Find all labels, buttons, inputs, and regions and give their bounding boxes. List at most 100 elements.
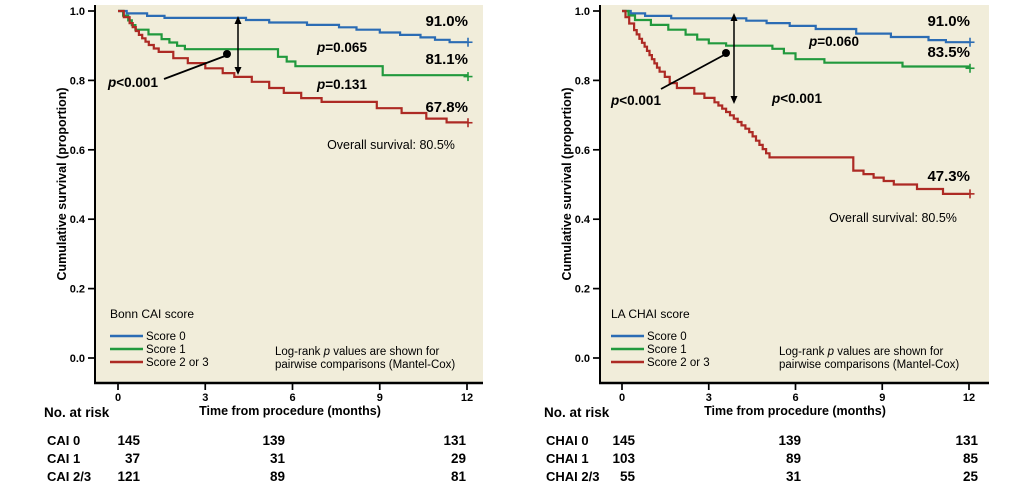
risk-label-chai23: CHAI 2/3 — [546, 469, 599, 484]
risk-value: 25 — [963, 469, 979, 484]
y-axis-label-left: Cumulative survival (proportion) — [55, 87, 69, 280]
risk-header-left: No. at risk — [44, 405, 110, 420]
final-percent-score1-right: 83.5% — [927, 44, 970, 61]
risk-value: 29 — [451, 451, 466, 466]
risk-label-chai1: CHAI 1 — [546, 451, 589, 466]
arrowhead-down — [234, 67, 242, 75]
risk-value: 131 — [443, 433, 466, 448]
y-tick-label: 1.0 — [575, 6, 590, 18]
legend-title-right: LA CHAI score — [611, 307, 690, 321]
x-tick-label: 9 — [879, 392, 885, 404]
x-tick-label: 12 — [461, 392, 473, 404]
plot-area-right — [600, 5, 989, 383]
risk-value: 31 — [786, 469, 802, 484]
risk-label-cai23: CAI 2/3 — [47, 469, 91, 484]
legend-label-score23-right: Score 2 or 3 — [647, 357, 710, 369]
overall-survival-right: Overall survival: 80.5% — [829, 211, 957, 225]
x-tick-label: 0 — [115, 392, 121, 404]
text-run: =0.060 — [817, 34, 859, 49]
arrowhead-up — [730, 13, 738, 21]
text-run: values are shown for — [834, 346, 943, 358]
risk-value: 139 — [262, 433, 285, 448]
p-value-bottom: p=0.131 — [316, 77, 367, 92]
text-run: p — [610, 93, 619, 108]
p-value-left: p<0.001 — [107, 75, 158, 90]
p-value-top: p=0.060 — [808, 34, 859, 49]
dynamic-layer-right: 1.00.80.60.40.20.00 3 6 9 12p=0.060p<0.001p<… — [575, 6, 975, 404]
text-run: p — [808, 34, 817, 49]
annotation-dot — [223, 50, 231, 58]
km-curve — [622, 9, 971, 69]
final-percent-score23-left: 67.8% — [425, 99, 468, 116]
risk-value: 103 — [612, 451, 635, 466]
legend-label-score1-left: Score 1 — [146, 344, 186, 356]
x-tick-label: 0 — [619, 392, 625, 404]
arrowhead-down — [730, 96, 738, 104]
x-axis-label-left: Time from procedure (months) — [199, 404, 381, 418]
risk-value: 121 — [117, 469, 140, 484]
legend-label-score1-right: Score 1 — [647, 344, 687, 356]
risk-value: 131 — [955, 433, 978, 448]
text-run: <0.001 — [619, 93, 661, 108]
final-percent-score23-right: 47.3% — [927, 168, 970, 185]
risk-label-cai1: CAI 1 — [47, 451, 80, 466]
text-run: =0.065 — [325, 40, 367, 55]
x-axis-label-right: Time from procedure (months) — [704, 404, 886, 418]
text-run: Log-rank — [779, 346, 828, 358]
km-curve — [118, 9, 467, 44]
risk-value: 81 — [451, 469, 467, 484]
x-tick-label: 3 — [202, 392, 208, 404]
p-value-top: p=0.065 — [316, 40, 367, 55]
panel-la-chai: 1.00.80.60.40.20.00 3 6 9 12p=0.060p<0.001p<… — [544, 5, 989, 484]
risk-value: 139 — [778, 433, 801, 448]
legend-title-left: Bonn CAI score — [110, 307, 194, 321]
legend-label-score23-left: Score 2 or 3 — [146, 357, 209, 369]
km-curve — [622, 9, 969, 44]
text-run: values are shown for — [330, 346, 439, 358]
text-run: =0.131 — [325, 77, 367, 92]
y-tick-label: 0.4 — [575, 214, 591, 226]
text-run: p — [771, 91, 780, 106]
text-run: pairwise comparisons (Mantel-Cox) — [275, 359, 455, 371]
legend-label-score0-left: Score 0 — [146, 331, 186, 343]
y-tick-label: 0.2 — [70, 284, 85, 296]
risk-value: 89 — [270, 469, 285, 484]
risk-value: 85 — [963, 451, 979, 466]
log-rank-note-line1: Log-rank p values are shown for — [779, 346, 943, 358]
final-percent-score0-left: 91.0% — [425, 13, 468, 30]
y-tick-label: 0.2 — [575, 284, 590, 296]
text-run: p — [323, 346, 331, 358]
y-tick-label: 0.0 — [70, 353, 85, 365]
x-tick-label: 6 — [792, 392, 798, 404]
y-tick-label: 0.0 — [575, 353, 590, 365]
x-tick-label: 9 — [377, 392, 383, 404]
annotation-pointer-line — [660, 54, 725, 90]
arrowhead-up — [234, 16, 242, 24]
text-run: p — [827, 346, 835, 358]
text-run: p — [107, 75, 116, 90]
x-tick-label: 3 — [706, 392, 712, 404]
text-run: <0.001 — [116, 75, 158, 90]
text-run: <0.001 — [780, 91, 822, 106]
risk-value: 145 — [612, 433, 635, 448]
text-run: Log-rank — [275, 346, 324, 358]
annotation-dot — [722, 49, 730, 57]
y-tick-label: 0.8 — [575, 75, 590, 87]
p-value-bottom: p<0.001 — [771, 91, 822, 106]
plot-area-left — [95, 5, 483, 383]
final-percent-score1-left: 81.1% — [425, 51, 468, 68]
y-tick-label: 1.0 — [70, 6, 85, 18]
log-rank-note-line1: Log-rank p values are shown for — [275, 346, 439, 358]
log-rank-note-line2: pairwise comparisons (Mantel-Cox) — [779, 359, 959, 371]
p-value-left: p<0.001 — [610, 93, 661, 108]
risk-value: 145 — [117, 433, 140, 448]
panel-bonn-cai: 1.00.80.60.40.20.00 3 6 9 12p=0.065p=0.131p<… — [44, 5, 483, 484]
overall-survival-left: Overall survival: 80.5% — [327, 138, 455, 152]
annotation-pointer-line — [163, 55, 226, 80]
km-curve — [622, 9, 969, 195]
risk-value: 89 — [786, 451, 801, 466]
log-rank-note-line2: pairwise comparisons (Mantel-Cox) — [275, 359, 455, 371]
text-run: pairwise comparisons (Mantel-Cox) — [779, 359, 959, 371]
